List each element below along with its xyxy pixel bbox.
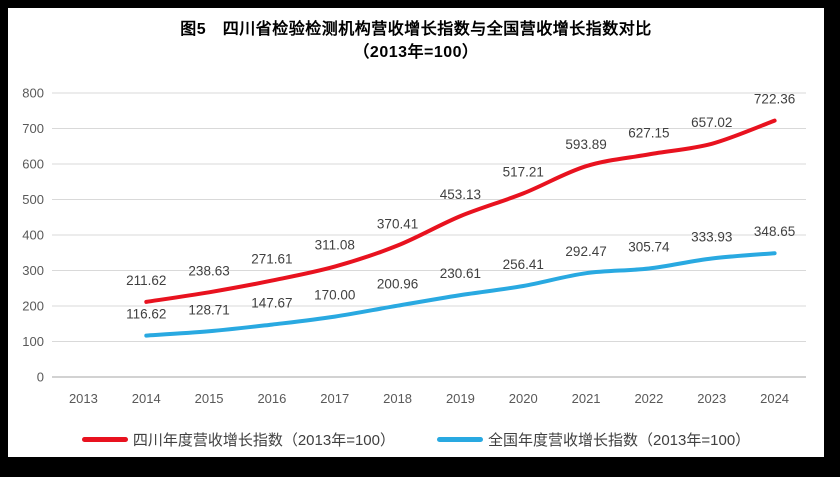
sichuan-line-swatch-icon xyxy=(81,437,128,442)
chart-card: 图5 四川省检验检测机构营收增长指数与全国营收增长指数对比 （2013年=100… xyxy=(8,8,824,457)
data-label-national: 230.61 xyxy=(440,266,481,281)
legend-item-national: 全国年度营收增长指数（2013年=100） xyxy=(437,429,750,450)
chart-legend: 四川年度营收增长指数（2013年=100） 全国年度营收增长指数（2013年=1… xyxy=(8,429,824,450)
data-label-sichuan: 271.61 xyxy=(251,252,292,267)
data-label-sichuan: 311.08 xyxy=(315,238,355,253)
data-label-national: 200.96 xyxy=(377,277,418,292)
data-label-national: 128.71 xyxy=(188,302,229,317)
legend-label-sichuan: 四川年度营收增长指数（2013年=100） xyxy=(132,432,395,449)
data-label-national: 147.67 xyxy=(251,296,292,311)
data-label-national: 348.65 xyxy=(754,224,795,239)
x-tick-label: 2022 xyxy=(634,391,663,406)
data-label-national: 116.62 xyxy=(126,307,166,322)
x-tick-label: 2024 xyxy=(760,391,789,406)
y-tick-label: 0 xyxy=(37,370,44,385)
y-tick-label: 700 xyxy=(22,121,44,136)
x-tick-label: 2017 xyxy=(320,391,349,406)
y-tick-label: 800 xyxy=(22,86,44,101)
x-tick-label: 2019 xyxy=(446,391,475,406)
data-label-sichuan: 370.41 xyxy=(377,217,418,232)
data-label-national: 170.00 xyxy=(314,288,355,303)
x-tick-label: 2013 xyxy=(69,391,98,406)
x-tick-label: 2018 xyxy=(383,391,412,406)
data-label-national: 305.74 xyxy=(628,239,670,254)
data-label-national: 256.41 xyxy=(503,257,544,272)
data-label-sichuan: 238.63 xyxy=(188,263,229,278)
y-tick-label: 200 xyxy=(22,299,44,314)
series-line-national xyxy=(144,251,777,338)
y-tick-label: 400 xyxy=(22,228,44,243)
series-line-sichuan xyxy=(144,118,777,304)
legend-item-sichuan: 四川年度营收增长指数（2013年=100） xyxy=(81,429,395,450)
x-tick-label: 2023 xyxy=(697,391,726,406)
y-tick-label: 100 xyxy=(22,334,44,349)
data-label-sichuan: 593.89 xyxy=(565,137,606,152)
chart-title: 图5 四川省检验检测机构营收增长指数与全国营收增长指数对比 （2013年=100… xyxy=(8,18,824,64)
data-label-sichuan: 211.62 xyxy=(126,273,166,288)
x-tick-label: 2016 xyxy=(257,391,286,406)
y-tick-label: 300 xyxy=(22,263,44,278)
data-label-sichuan: 453.13 xyxy=(440,187,481,202)
legend-label-national: 全国年度营收增长指数（2013年=100） xyxy=(488,432,751,449)
y-tick-label: 500 xyxy=(22,192,44,207)
data-label-sichuan: 722.36 xyxy=(754,92,795,107)
y-tick-label: 600 xyxy=(22,157,44,172)
x-tick-label: 2015 xyxy=(195,391,224,406)
national-line-swatch-icon xyxy=(437,437,483,442)
chart-title-line2: （2013年=100） xyxy=(353,44,479,61)
data-label-national: 333.93 xyxy=(691,229,732,244)
x-tick-label: 2021 xyxy=(572,391,601,406)
data-label-national: 292.47 xyxy=(565,244,606,259)
data-label-sichuan: 657.02 xyxy=(691,115,732,130)
line-chart-plot: 0 100 200 300 400 500 600 700 800 2013 2014 2015 201… xyxy=(22,86,806,406)
data-label-sichuan: 627.15 xyxy=(628,125,669,140)
chart-title-line1: 图5 四川省检验检测机构营收增长指数与全国营收增长指数对比 xyxy=(180,21,652,38)
x-tick-label: 2020 xyxy=(509,391,538,406)
x-tick-label: 2014 xyxy=(132,391,161,406)
data-label-sichuan: 517.21 xyxy=(503,164,544,179)
